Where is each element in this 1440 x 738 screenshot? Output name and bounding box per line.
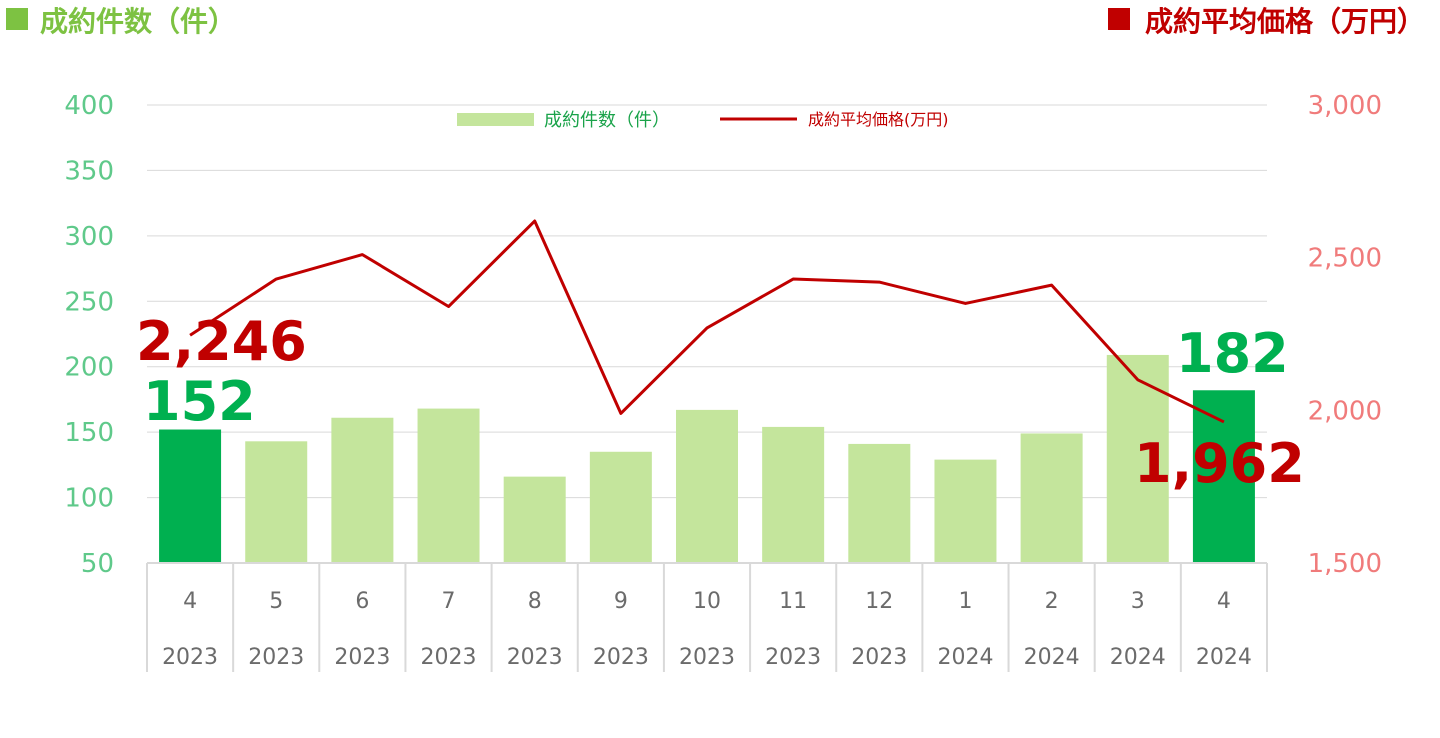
category-year-label: 2024 [1110, 645, 1166, 670]
legend-bar-label: 成約件数（件） [544, 110, 670, 131]
category-month-label: 6 [355, 589, 369, 614]
annotation-last-price: 1,962 [1134, 432, 1305, 495]
category-month-label: 12 [865, 589, 893, 614]
annotation-last-count: 182 [1176, 322, 1289, 385]
right-axis-ticks: 1,500 2,000 2,500 3,000 [1308, 91, 1382, 579]
bar [848, 443, 911, 563]
category-month-label: 7 [442, 589, 456, 614]
category-year-label: 2023 [679, 645, 735, 670]
left-tick-label: 50 [81, 549, 114, 579]
legend-line-label: 成約平均価格(万円) [808, 110, 949, 129]
right-title-square-icon [1108, 8, 1130, 30]
bar [589, 451, 652, 563]
category-axis: 4 2023 5 2023 6 2023 7 2023 8 2023 9 2023 10 2023 11 20… [146, 562, 1268, 672]
left-tick-label: 250 [64, 287, 114, 317]
category-year-label: 2023 [593, 645, 649, 670]
category-year-label: 2024 [1196, 645, 1252, 670]
price-line [189, 219, 1225, 424]
left-title-square-icon [6, 8, 28, 30]
right-tick-label: 3,000 [1308, 91, 1382, 121]
category-month-label: 10 [693, 589, 721, 614]
category-year-label: 2023 [421, 645, 477, 670]
right-tick-label: 2,500 [1308, 244, 1382, 274]
annotation-first-count: 152 [143, 370, 256, 433]
category-month-label: 8 [528, 589, 542, 614]
left-tick-label: 100 [64, 484, 114, 514]
bar [159, 429, 222, 563]
left-tick-label: 200 [64, 353, 114, 383]
category-year-label: 2023 [851, 645, 907, 670]
legend-bar-swatch [457, 113, 534, 126]
category-year-label: 2023 [248, 645, 304, 670]
category-month-label: 4 [183, 589, 197, 614]
line-series [189, 219, 1225, 424]
category-month-label: 4 [1217, 589, 1231, 614]
bar [762, 426, 825, 563]
category-year-label: 2023 [334, 645, 390, 670]
category-month-label: 2 [1045, 589, 1059, 614]
category-month-label: 1 [958, 589, 972, 614]
bar [245, 441, 308, 563]
bar [503, 476, 566, 563]
left-tick-label: 350 [64, 156, 114, 186]
category-year-label: 2024 [937, 645, 993, 670]
left-tick-label: 300 [64, 222, 114, 252]
right-tick-label: 2,000 [1308, 396, 1382, 426]
bar [676, 409, 738, 563]
category-month-label: 5 [269, 589, 283, 614]
right-axis-title: 成約平均価格（万円） [1145, 5, 1425, 38]
category-month-label: 11 [779, 589, 807, 614]
bar-series [159, 354, 1255, 563]
bar [1020, 433, 1083, 563]
bar [1192, 390, 1255, 563]
bar [934, 459, 997, 563]
right-tick-label: 1,500 [1308, 549, 1382, 579]
category-month-label: 3 [1131, 589, 1145, 614]
category-year-label: 2023 [507, 645, 563, 670]
bar [417, 408, 480, 563]
left-tick-label: 150 [64, 418, 114, 448]
left-axis-ticks: 50 100 150 200 250 300 350 400 [64, 91, 114, 579]
category-month-label: 9 [614, 589, 628, 614]
bar [331, 417, 394, 563]
annotation-first-price: 2,246 [136, 310, 307, 373]
category-year-label: 2024 [1024, 645, 1080, 670]
category-year-label: 2023 [765, 645, 821, 670]
category-year-label: 2023 [162, 645, 218, 670]
left-axis-title: 成約件数（件） [40, 5, 236, 38]
left-tick-label: 400 [64, 91, 114, 121]
